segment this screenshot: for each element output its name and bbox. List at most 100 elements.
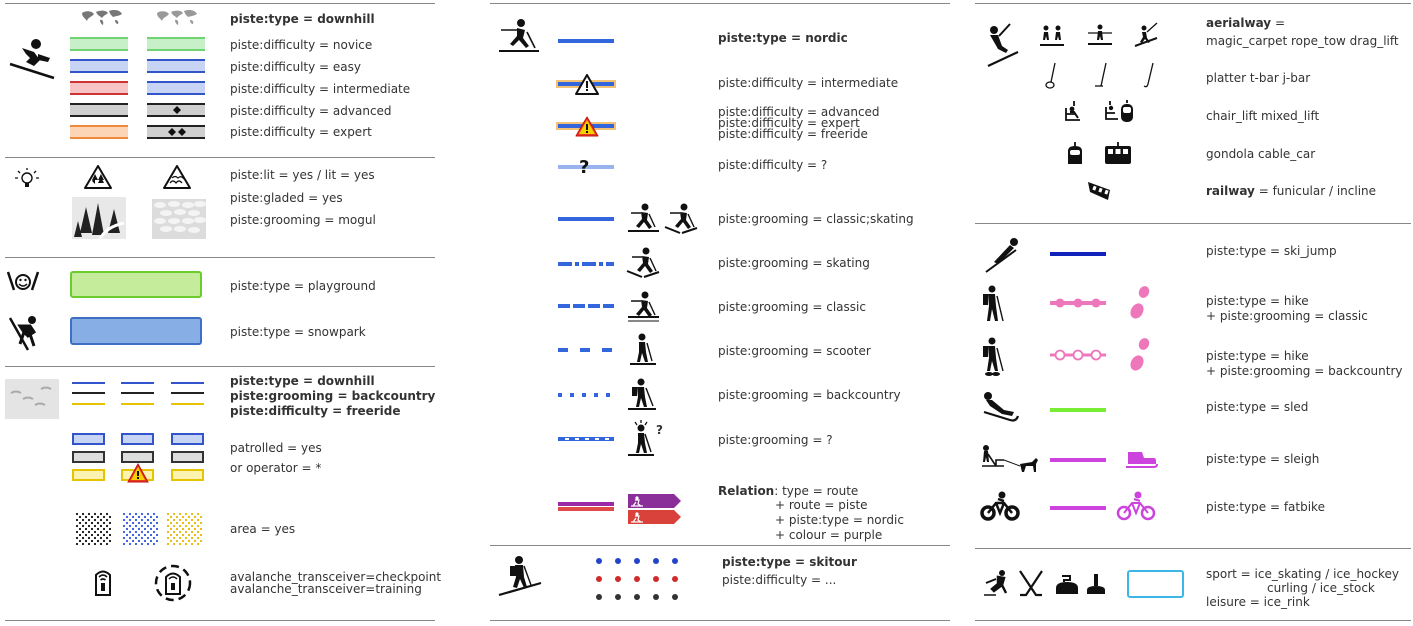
relation-head: Relation: [718, 484, 775, 498]
gladed-warning-icon: [84, 165, 112, 189]
advanced-swatch: [70, 103, 128, 117]
snowpark-label: piste:type = snowpark: [230, 325, 366, 339]
question-mark: ?: [579, 157, 590, 178]
separator: [5, 257, 435, 258]
backcountry-type-label: piste:type = downhill: [230, 374, 375, 388]
skitour-dot: [672, 594, 678, 600]
transceiver-checkpoint-label: avalanche_transceiver=checkpoint: [230, 570, 442, 584]
route-sign-red-icon: [628, 510, 681, 524]
difficulty-expert-label: piste:difficulty = expert: [230, 125, 372, 139]
backcountry-line-black: [171, 392, 204, 394]
relation-colour: + colour = purple: [775, 528, 883, 542]
ski-jump-label: piste:type = ski_jump: [1206, 244, 1337, 258]
hike-backcountry-line: [1050, 349, 1106, 361]
sport-label1: sport = ice_skating / ice_hockey: [1206, 567, 1399, 581]
skitour-dot: [672, 558, 678, 564]
aerialway-eq: =: [1271, 16, 1285, 30]
downhill-skier-icon: [9, 39, 55, 80]
fatbike-label: piste:type = fatbike: [1206, 500, 1325, 514]
ice-stock-icon: [1087, 574, 1105, 594]
route-sign-purple-icon: [628, 494, 681, 508]
hike-classic-line: [1050, 298, 1106, 308]
separator: [490, 620, 950, 621]
grooming-backcountry-label: piste:grooming = backcountry: [718, 388, 901, 402]
difficulty-novice-label: piste:difficulty = novice: [230, 38, 373, 52]
skitour-dot-grid: [596, 558, 686, 602]
sport-label2: curling / ice_stock: [1267, 581, 1375, 595]
gondola-icon: [1068, 142, 1082, 164]
ski-jump-icon: [985, 238, 1018, 273]
hiker-icon: [983, 285, 1004, 322]
nordic-freeride-label: piste:difficulty = freeride: [718, 127, 868, 141]
backcountry-hiker-icon: [628, 378, 656, 410]
platter-types-label: platter t-bar j-bar: [1206, 71, 1311, 85]
railway-rest: = funicular / incline: [1254, 184, 1377, 198]
gladed-label: piste:gladed = yes: [230, 191, 343, 205]
patrolled-label: patrolled = yes: [230, 441, 322, 455]
skitour-dot: [634, 558, 640, 564]
playground-label: piste:type = playground: [230, 279, 376, 293]
relation-line-purple: [558, 502, 614, 506]
area-dots-black: [75, 512, 111, 546]
operator-label: or operator = *: [230, 461, 322, 475]
sled-icon: [983, 392, 1020, 422]
backcountry-line-yellow: [121, 403, 154, 405]
sleigh-purple-icon: [1126, 452, 1158, 468]
grooming-classic-line: [558, 304, 614, 308]
difficulty-easy-label: piste:difficulty = easy: [230, 60, 362, 74]
separator: [975, 548, 1411, 549]
playground-icon: [6, 271, 40, 291]
intermediate-swatch: [147, 81, 205, 95]
separator: [5, 620, 435, 621]
drag-lift-icon: [1134, 22, 1158, 47]
easy-swatch: [147, 59, 205, 73]
sled-line: [1050, 408, 1106, 412]
nordic-unknown-label: piste:difficulty = ?: [718, 158, 828, 172]
double-diamond-icon: [168, 128, 186, 136]
patrolled-swatch-blue: [72, 433, 105, 445]
ice-hockey-icon: [1019, 570, 1043, 597]
snowpark-icon: [8, 316, 37, 351]
mogul-label: piste:grooming = mogul: [230, 213, 376, 227]
mixed-lift-icon: [1105, 100, 1133, 122]
backcountry-line-yellow: [72, 403, 105, 405]
easy-swatch: [70, 59, 128, 73]
skitour-difficulty-label: piste:difficulty = ...: [722, 573, 837, 587]
area-dots-blue: [122, 512, 158, 546]
grooming-unknown-label: piste:grooming = ?: [718, 433, 833, 447]
nordic-unknown-line: [558, 165, 614, 169]
lightbulb-icon: [15, 168, 39, 187]
cable-car-icon: [1105, 142, 1131, 164]
unknown-grooming-skier-icon: [628, 420, 654, 456]
backcountry-line-blue: [171, 382, 204, 384]
nordic-expert-label: piste:difficulty = expert: [718, 116, 860, 130]
lit-label: piste:lit = yes / lit = yes: [230, 168, 375, 182]
sleigh-label: piste:type = sleigh: [1206, 452, 1320, 466]
classic-skier-icon: [628, 203, 659, 232]
ski-jump-line: [1050, 252, 1106, 256]
nordic-intermediate-label: piste:difficulty = intermediate: [718, 76, 899, 90]
backcountry-difficulty-label: piste:difficulty = freeride: [230, 404, 401, 418]
skitour-icon: [498, 556, 542, 597]
intermediate-swatch: [70, 81, 128, 95]
skating-skier-icon: [626, 247, 660, 278]
hike-backcountry-label2: + piste:grooming = backcountry: [1206, 364, 1403, 378]
warning-triangle-icon: [575, 74, 599, 95]
skitour-type-label: piste:type = skitour: [722, 555, 857, 569]
patrolled-swatch-black: [72, 451, 105, 463]
chair-lift-types-label: chair_lift mixed_lift: [1206, 109, 1320, 123]
difficulty-intermediate-label: piste:difficulty = intermediate: [230, 82, 411, 96]
separator: [490, 545, 950, 546]
fatbike-line: [1050, 506, 1106, 510]
ice-skating-icon: [984, 570, 1008, 596]
patrolled-swatch-black: [121, 451, 154, 463]
expert-swatch: [70, 125, 128, 139]
funicular-icon: [1088, 182, 1110, 200]
snowshoe-hiker-icon: [983, 337, 1004, 376]
railway-head: railway: [1206, 184, 1255, 198]
hike-classic-label2: + piste:grooming = classic: [1206, 309, 1368, 323]
skitour-dot: [672, 576, 678, 582]
patrolled-swatch-yellow: [72, 469, 105, 481]
aerialway-skier-icon: [987, 23, 1019, 67]
separator: [975, 3, 1411, 4]
